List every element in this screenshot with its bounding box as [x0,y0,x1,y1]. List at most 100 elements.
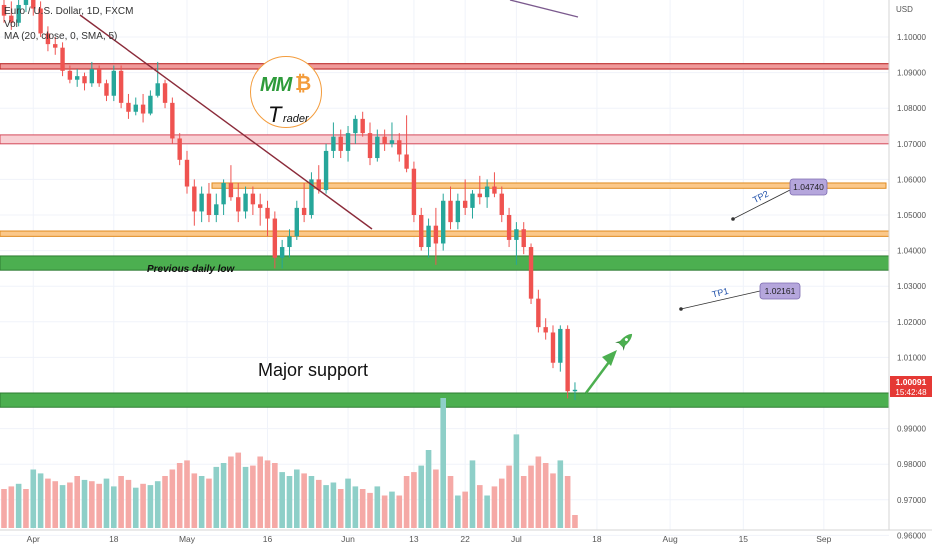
candle-body [506,215,512,240]
candle-body [199,193,204,212]
y-tick-label: 1.01000 [897,353,926,362]
volume-bar [45,478,51,528]
volume-bar [323,485,329,528]
volume-bar [462,491,468,528]
volume-bar [198,476,205,528]
candle-body [53,44,58,48]
logo: MM ₿ T rader [250,56,322,128]
volume-bar [367,492,373,528]
candle-body [433,225,439,244]
candle-body [104,83,109,96]
x-tick-label: Jun [341,534,355,544]
x-tick-label: 16 [263,534,273,544]
volume-bar [572,515,578,528]
volume-bar [67,482,73,528]
volume-bars [1,398,578,528]
candle-body [214,204,219,215]
candle-body [206,193,212,215]
candle-body [345,133,351,151]
candle-body [565,328,570,392]
volume-bar [132,487,139,528]
y-tick-label: 1.06000 [897,175,926,184]
candle-body [528,247,534,299]
volume-bar [74,476,80,528]
candle-body [126,102,131,112]
candle-body [338,136,343,151]
volume-bar [176,463,183,528]
volume-bar [52,481,59,528]
candle-body [375,136,380,159]
volume-bar [440,398,446,528]
current-price: 1.00091 [896,377,927,387]
tp2-line[interactable] [732,189,791,220]
volume-bar [528,465,534,528]
candle-body [287,236,292,248]
previous-daily-low-label: Previous daily low [147,264,235,275]
volume-bar [140,483,146,528]
tp1-price: 1.02161 [765,286,796,296]
volume-indicator-label[interactable]: Vol [4,19,18,30]
volume-bar [352,486,359,528]
volume-bar [315,479,322,528]
volume-bar [345,478,351,528]
volume-bar [484,495,490,528]
candle-body [455,200,461,223]
candle-body [484,186,490,198]
volume-bar [425,450,432,528]
tp1-label: TP1 [711,286,729,300]
x-tick-label: May [179,534,196,544]
tp1-line[interactable] [680,290,761,310]
volume-bar [491,486,498,528]
candle-body [16,4,21,23]
candle-body [60,47,65,71]
volume-bar [506,465,512,528]
candle-body [155,83,160,96]
candle-body [558,328,563,363]
x-tick-label: 15 [739,534,749,544]
logo-mm: MM [260,74,292,96]
candle-body [111,70,116,96]
volume-bar [433,469,439,528]
y-tick-label: 1.07000 [897,140,926,149]
volume-bar [206,478,212,528]
y-tick-label: 0.99000 [897,425,926,434]
volume-bar [81,479,88,528]
volume-bar [381,495,388,528]
bounce-arrow-head [602,350,617,366]
candle-body [309,179,314,215]
volume-bar [264,460,271,528]
tp2-label: TP2 [751,189,770,205]
zone-resistance-1.071 [0,134,890,145]
x-tick-label: 18 [592,534,602,544]
volume-bar [286,476,293,528]
candle-body [397,140,402,155]
bitcoin-icon: ₿ [295,73,312,95]
volume-bar [250,465,256,528]
descending-trendline[interactable] [79,14,373,230]
chart-title[interactable]: Euro / U.S. Dollar, 1D, FXCM [4,6,134,17]
x-axis-ticks: Apr 18 May 16 Jun 13 22 Jul 18 Aug 15 Sep [27,534,832,544]
volume-bar [30,469,37,528]
ma-indicator-label[interactable]: MA (20, close, 0, SMA, 5) [4,31,118,42]
bounce-arrow-shaft[interactable] [584,357,614,394]
volume-bar [118,476,124,528]
candle-body [316,179,321,191]
candle-body [470,193,475,208]
candle-body [133,104,138,112]
candle-body [521,229,526,248]
candle-body [118,70,124,103]
volume-bar [111,486,117,528]
y-tick-label: 1.02000 [897,318,926,327]
tp1-price-box[interactable] [759,282,801,300]
volume-bar [513,434,520,528]
candle-body [221,182,226,205]
volume-bar [228,456,234,528]
volume-bar [23,489,29,528]
tp2-price-box[interactable] [789,178,828,196]
y-axis-ticks: 1.10000 1.09000 1.08000 1.07000 1.06000 1.050… [897,33,926,540]
upper-trendline-fragment[interactable] [509,0,579,18]
candle-body [177,138,182,160]
volume-bar [294,469,300,528]
candle-body [243,193,248,212]
